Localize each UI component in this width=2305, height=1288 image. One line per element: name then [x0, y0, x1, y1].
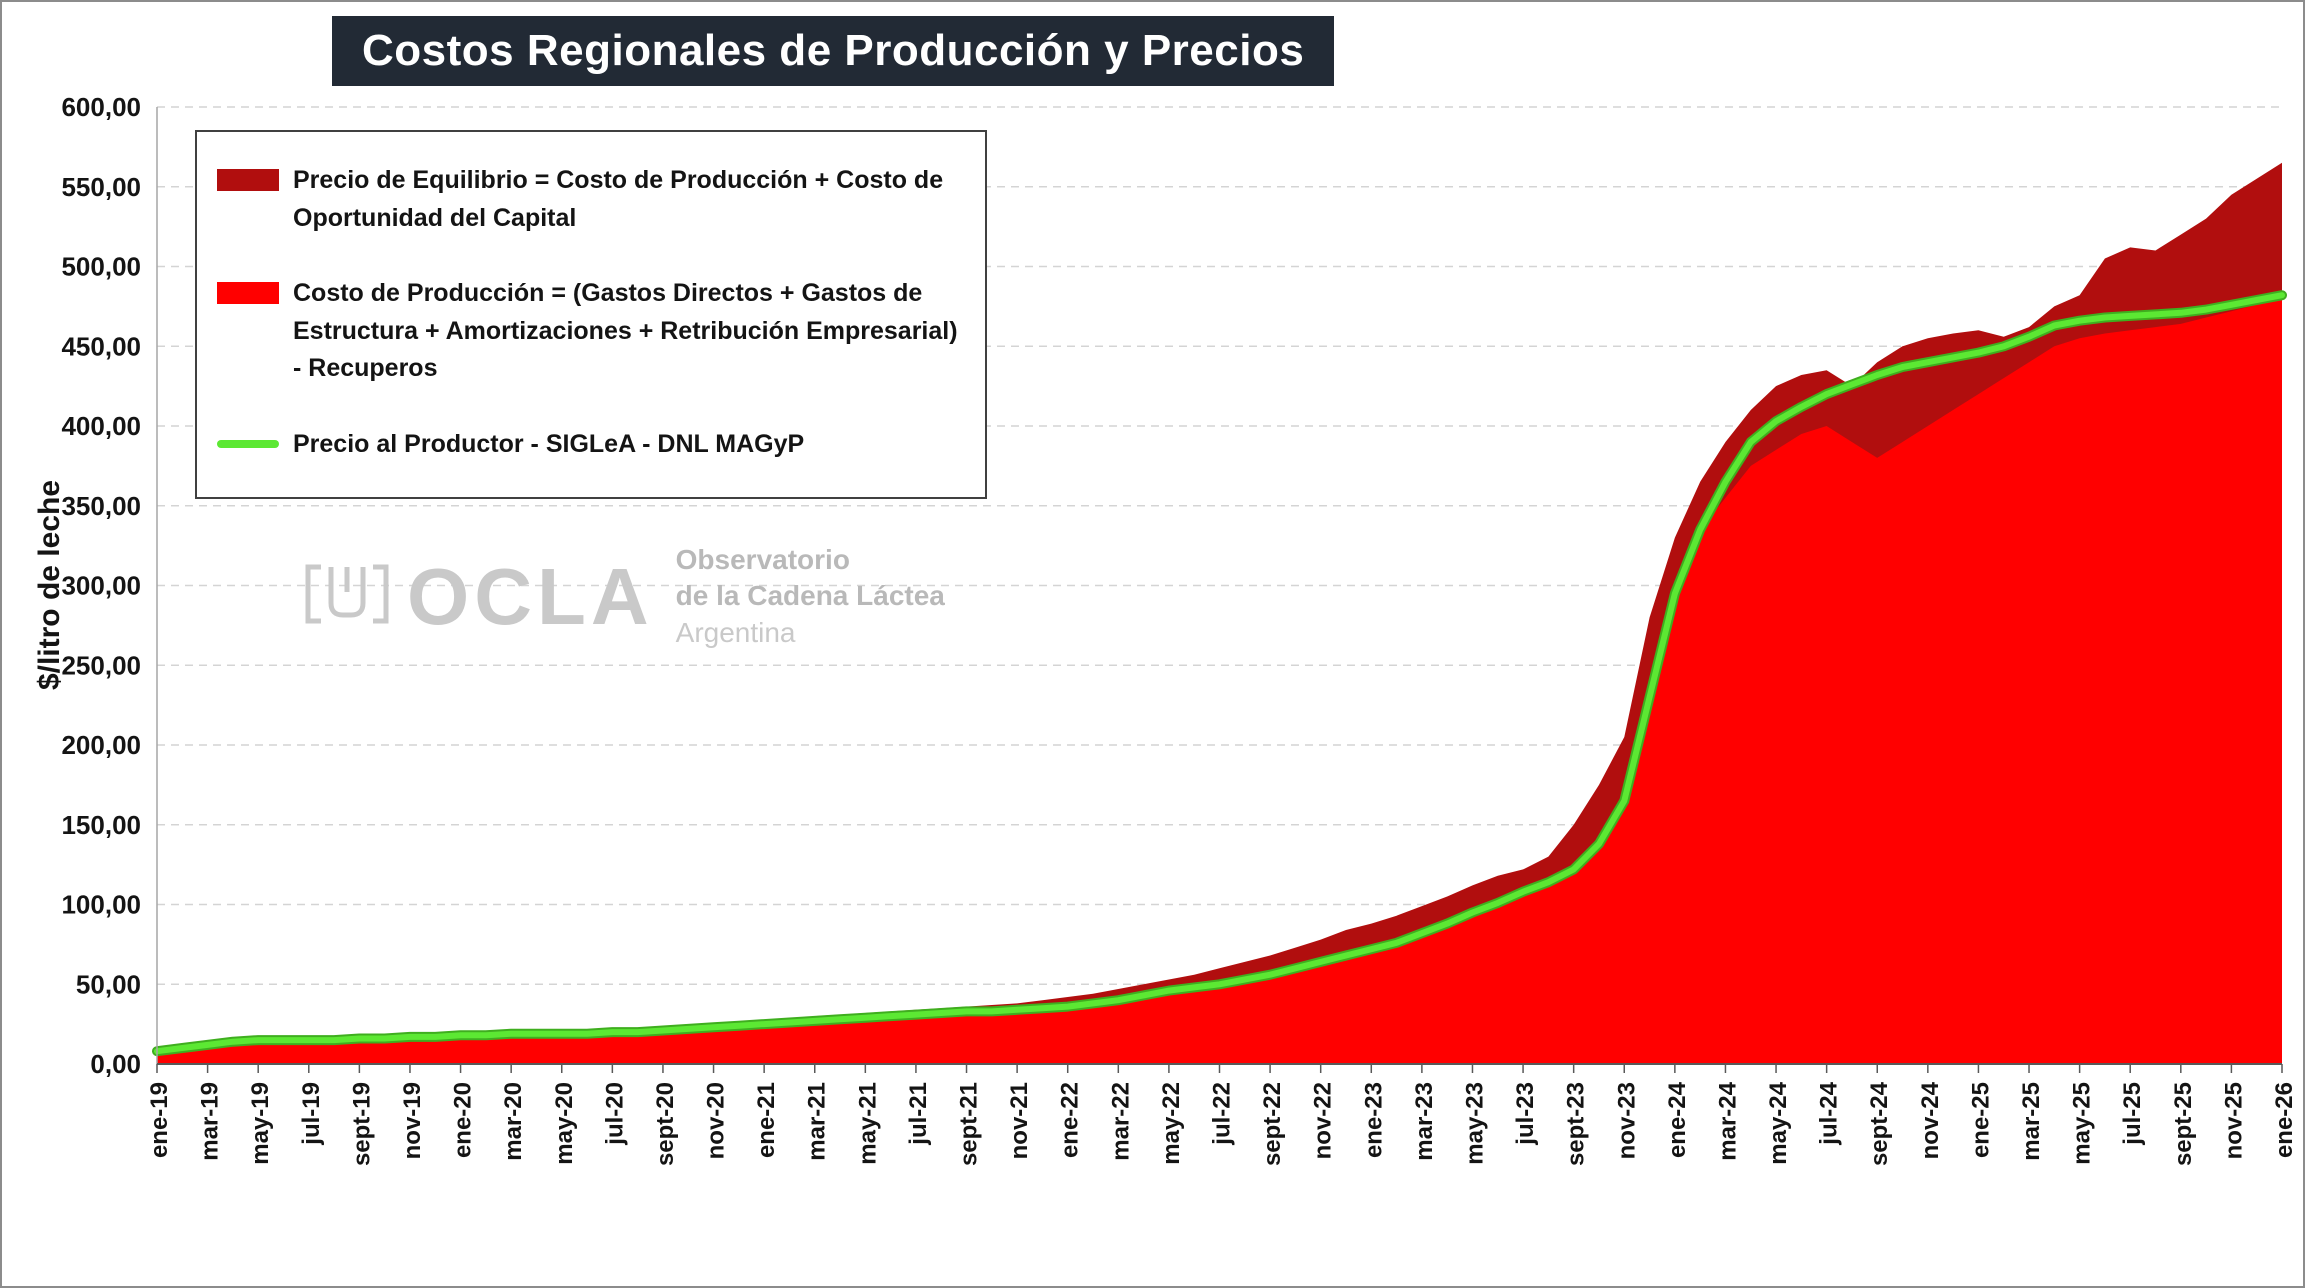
- svg-text:nov-24: nov-24: [1917, 1081, 1944, 1159]
- svg-text:ene-22: ene-22: [1057, 1082, 1084, 1158]
- legend-item-precio: Precio al Productor - SIGLeA - DNL MAGyP: [211, 426, 961, 464]
- svg-text:mar-19: mar-19: [197, 1082, 224, 1161]
- svg-text:ene-19: ene-19: [146, 1082, 173, 1158]
- svg-text:jul-23: jul-23: [1512, 1082, 1539, 1146]
- svg-text:mar-22: mar-22: [1107, 1082, 1134, 1161]
- svg-text:jul-22: jul-22: [1209, 1082, 1236, 1146]
- ocla-watermark-subtitle: Observatorio de la Cadena Láctea Argenti…: [676, 542, 945, 651]
- svg-text:nov-22: nov-22: [1310, 1082, 1337, 1159]
- svg-text:ene-20: ene-20: [450, 1082, 477, 1158]
- legend: Precio de Equilibrio = Costo de Producci…: [195, 130, 987, 499]
- svg-text:sept-19: sept-19: [348, 1082, 375, 1166]
- svg-text:jul-24: jul-24: [1816, 1081, 1843, 1145]
- svg-text:ene-23: ene-23: [1360, 1082, 1387, 1158]
- green-line-swatch-icon: [217, 439, 279, 448]
- svg-text:sept-23: sept-23: [1563, 1082, 1590, 1166]
- svg-text:550,00: 550,00: [61, 172, 141, 202]
- svg-text:nov-25: nov-25: [2220, 1082, 2247, 1159]
- ocla-watermark: OCLA Observatorio de la Cadena Láctea Ar…: [297, 542, 945, 651]
- y-axis-title: $/litro de leche: [33, 479, 66, 691]
- svg-text:may-21: may-21: [854, 1082, 881, 1165]
- svg-text:sept-25: sept-25: [2170, 1082, 2197, 1166]
- ocla-logo-icon: [297, 558, 397, 635]
- svg-text:500,00: 500,00: [61, 252, 141, 282]
- svg-text:50,00: 50,00: [76, 969, 141, 999]
- svg-text:mar-21: mar-21: [804, 1082, 831, 1161]
- svg-text:400,00: 400,00: [61, 411, 141, 441]
- svg-text:mar-25: mar-25: [2018, 1082, 2045, 1161]
- svg-text:jul-21: jul-21: [905, 1082, 932, 1146]
- svg-text:mar-24: mar-24: [1715, 1081, 1742, 1160]
- watermark-line1: Observatorio: [675, 544, 850, 575]
- svg-text:ene-25: ene-25: [1967, 1082, 1994, 1158]
- svg-text:nov-21: nov-21: [1006, 1082, 1033, 1159]
- legend-label-equilibrio: Precio de Equilibrio = Costo de Producci…: [293, 166, 944, 232]
- svg-text:ene-21: ene-21: [753, 1082, 780, 1158]
- watermark-line2: de la Cadena Láctea: [675, 580, 945, 612]
- svg-text:may-23: may-23: [1462, 1082, 1489, 1165]
- svg-text:may-25: may-25: [2069, 1082, 2096, 1165]
- svg-text:150,00: 150,00: [61, 810, 141, 840]
- svg-text:250,00: 250,00: [61, 650, 141, 680]
- svg-text:350,00: 350,00: [61, 491, 141, 521]
- dark-red-area-swatch-icon: [217, 169, 279, 191]
- svg-text:ene-26: ene-26: [2271, 1082, 2298, 1158]
- svg-text:0,00: 0,00: [90, 1049, 141, 1079]
- chart-title-text: Costos Regionales de Producción y Precio…: [362, 26, 1305, 75]
- svg-text:sept-21: sept-21: [956, 1082, 983, 1166]
- svg-text:may-19: may-19: [247, 1082, 274, 1165]
- svg-text:200,00: 200,00: [61, 730, 141, 760]
- legend-item-costo: Costo de Producción = (Gastos Directos +…: [211, 275, 961, 388]
- legend-label-precio: Precio al Productor - SIGLeA - DNL MAGyP: [293, 429, 805, 458]
- svg-text:mar-23: mar-23: [1411, 1082, 1438, 1161]
- svg-text:nov-19: nov-19: [399, 1082, 426, 1159]
- svg-text:jul-25: jul-25: [2119, 1082, 2146, 1146]
- svg-text:may-22: may-22: [1158, 1082, 1185, 1165]
- legend-label-costo: Costo de Producción = (Gastos Directos +…: [293, 279, 958, 382]
- svg-text:450,00: 450,00: [61, 331, 141, 361]
- svg-text:may-24: may-24: [1765, 1081, 1792, 1164]
- svg-text:sept-24: sept-24: [1866, 1081, 1893, 1166]
- svg-text:nov-20: nov-20: [703, 1082, 730, 1159]
- svg-text:may-20: may-20: [551, 1082, 578, 1165]
- svg-text:jul-20: jul-20: [601, 1082, 628, 1146]
- svg-text:600,00: 600,00: [61, 92, 141, 122]
- svg-text:nov-23: nov-23: [1613, 1082, 1640, 1159]
- svg-text:100,00: 100,00: [61, 890, 141, 920]
- svg-text:300,00: 300,00: [61, 571, 141, 601]
- svg-text:mar-20: mar-20: [500, 1082, 527, 1161]
- watermark-line3: Argentina: [675, 616, 796, 648]
- svg-text:ene-24: ene-24: [1664, 1081, 1691, 1158]
- svg-text:sept-22: sept-22: [1259, 1082, 1286, 1166]
- svg-text:sept-20: sept-20: [652, 1082, 679, 1166]
- red-area-swatch-icon: [217, 282, 279, 304]
- chart-title: Costos Regionales de Producción y Precio…: [332, 16, 1335, 86]
- svg-text:jul-19: jul-19: [298, 1082, 325, 1146]
- legend-item-equilibrio: Precio de Equilibrio = Costo de Producci…: [211, 162, 961, 237]
- ocla-watermark-text: OCLA: [407, 551, 654, 641]
